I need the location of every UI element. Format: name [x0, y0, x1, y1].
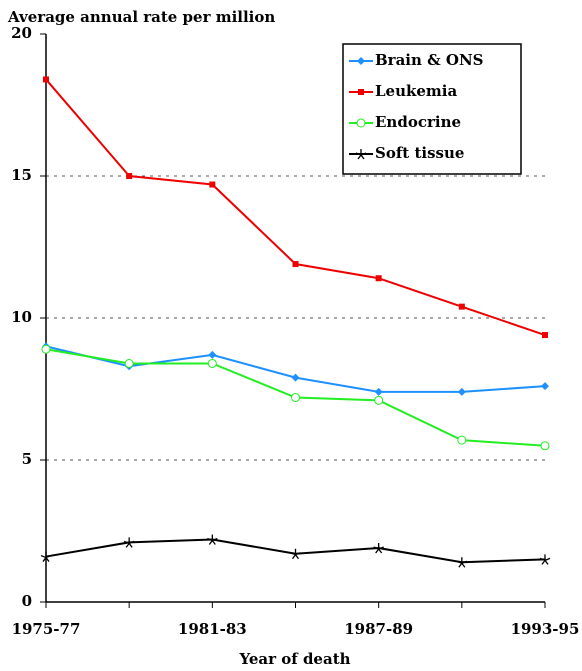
legend: Brain & ONS Leukemia Endocrine Soft tissue	[342, 43, 522, 175]
marker	[123, 537, 135, 548]
x-tick-label: 1981-83	[178, 620, 247, 638]
x-tick-label: 1987-89	[344, 620, 413, 638]
y-tick-label: 10	[11, 308, 32, 326]
marker	[124, 358, 134, 368]
y-tick-label: 5	[22, 450, 32, 468]
marker	[40, 551, 52, 562]
marker	[457, 435, 467, 445]
marker	[375, 275, 382, 282]
marker	[540, 441, 550, 451]
marker	[292, 261, 299, 268]
series-line	[45, 345, 546, 393]
y-tick-label: 20	[11, 24, 32, 42]
marker	[207, 358, 217, 368]
marker	[542, 332, 548, 339]
marker	[374, 387, 383, 396]
marker	[208, 350, 217, 359]
chart-title: Average annual rate per million	[7, 8, 275, 26]
marker	[207, 534, 218, 545]
marker	[291, 373, 300, 382]
marker	[458, 303, 465, 310]
x-axis-label: Year of death	[238, 650, 350, 668]
marker	[373, 543, 384, 554]
x-tick-label: 1975-77	[12, 620, 81, 638]
marker	[43, 76, 49, 83]
marker	[356, 118, 366, 128]
marker	[374, 395, 384, 405]
legend-label: Endocrine	[375, 113, 461, 131]
legend-label: Leukemia	[375, 82, 458, 100]
marker	[457, 387, 466, 396]
y-tick-label: 0	[22, 592, 32, 610]
marker	[355, 149, 367, 160]
marker	[209, 181, 216, 188]
legend-label: Soft tissue	[375, 144, 464, 162]
legend-box	[342, 43, 522, 175]
legend-label: Brain & ONS	[375, 51, 484, 69]
marker	[291, 393, 300, 403]
x-tick-label: 1993-95	[511, 620, 580, 638]
marker	[290, 548, 301, 560]
marker	[539, 554, 551, 565]
y-tick-label: 15	[11, 166, 32, 184]
marker	[541, 382, 549, 391]
marker	[41, 344, 51, 354]
marker	[358, 89, 364, 95]
marker	[126, 173, 133, 179]
marker	[456, 557, 468, 568]
marker	[357, 57, 365, 65]
